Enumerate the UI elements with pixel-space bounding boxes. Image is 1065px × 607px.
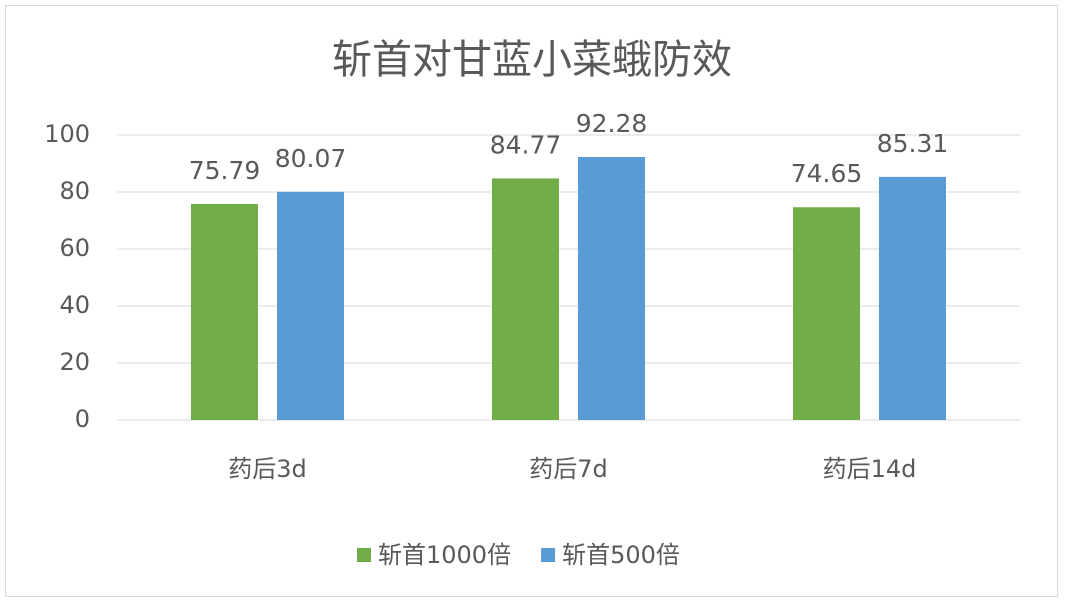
legend-swatch [357, 548, 371, 562]
x-tick-label: 药后7d [529, 455, 608, 483]
bar [793, 207, 860, 420]
y-tick-label: 20 [59, 348, 90, 376]
legend-label: 斩首500倍 [562, 541, 680, 569]
y-tick-label: 40 [59, 291, 90, 319]
bar [578, 157, 645, 420]
bar [492, 178, 559, 420]
bar [191, 203, 258, 420]
y-tick-label: 0 [75, 405, 90, 433]
value-label: 74.65 [791, 159, 863, 188]
x-tick-label: 药后3d [228, 455, 307, 483]
legend-label: 斩首1000倍 [378, 541, 511, 569]
value-label: 84.77 [490, 130, 562, 159]
chart-title: 斩首对甘蓝小菜蛾防效 [332, 37, 732, 83]
value-label: 75.79 [189, 156, 261, 185]
bar [277, 191, 344, 420]
legend-swatch [541, 548, 556, 562]
x-tick-label: 药后14d [823, 455, 917, 483]
y-tick-label: 60 [59, 234, 90, 262]
value-label: 85.31 [877, 129, 949, 158]
bar [879, 176, 946, 420]
value-label: 80.07 [275, 144, 347, 173]
y-tick-label: 100 [44, 120, 90, 148]
value-label: 92.28 [576, 109, 648, 138]
y-tick-label: 80 [59, 177, 90, 205]
